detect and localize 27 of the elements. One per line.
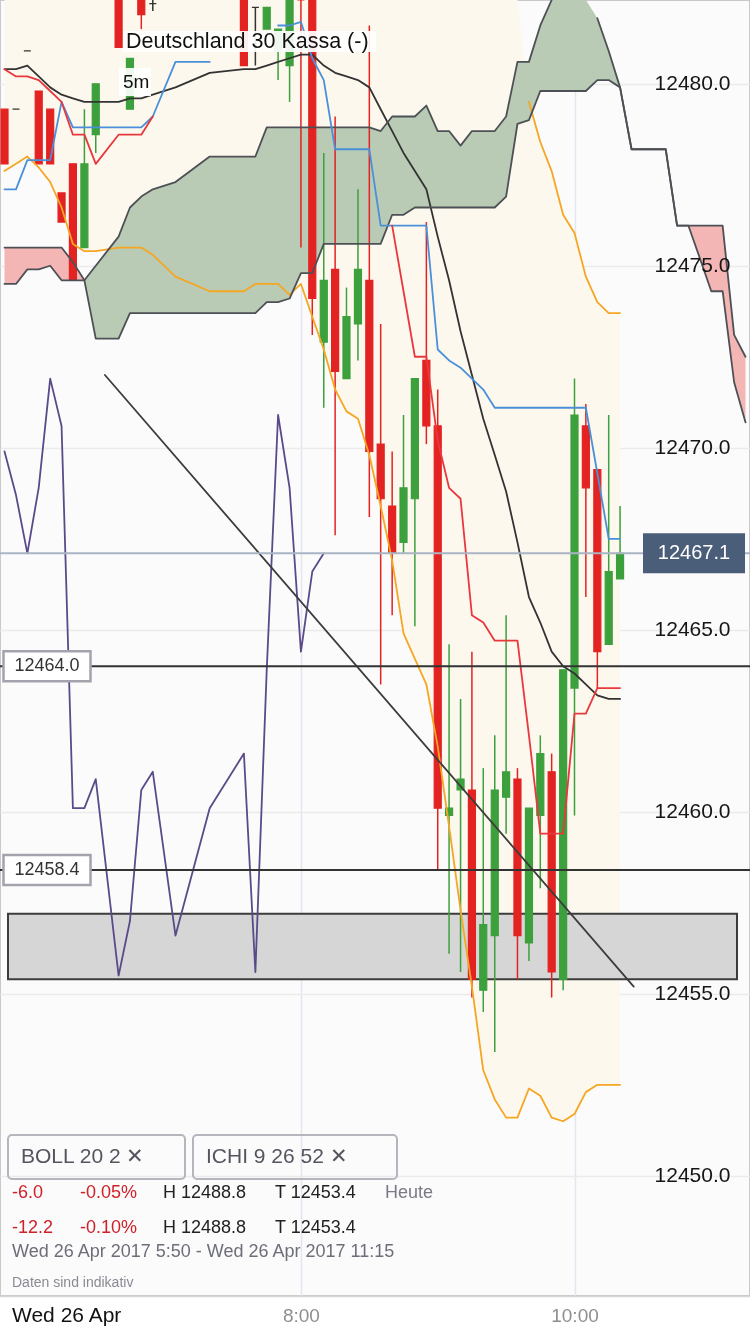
annotation: H 12488.8	[163, 1182, 247, 1202]
annotation: -0.05%	[80, 1182, 138, 1202]
text: 5m	[123, 71, 150, 92]
ref-line-label: 12467.1	[657, 541, 731, 564]
annotation: -6.0	[12, 1182, 44, 1202]
text: Deutschland 30 Kassa (-)	[126, 29, 369, 53]
y-tick-label: 12465.0	[654, 617, 731, 641]
annotation: T 12453.4	[275, 1182, 356, 1202]
ref-line-label: 12458.4	[14, 859, 80, 880]
annotation: T 12453.4	[275, 1217, 356, 1237]
annotation: Daten sind indikativ	[12, 1274, 134, 1290]
x-tick-label: 10:00	[551, 1304, 599, 1326]
annotation: -0.10%	[80, 1217, 138, 1237]
y-tick-label: 12480.0	[654, 71, 731, 95]
y-tick-label: 12455.0	[654, 981, 731, 1005]
y-tick-label: 12450.0	[654, 1163, 731, 1187]
annotation: -12.2	[12, 1217, 54, 1237]
annotation: H 12488.8	[163, 1217, 247, 1237]
annotation: Heute	[385, 1182, 434, 1202]
y-tick-label: 12470.0	[654, 435, 731, 459]
x-tick-label: 8:00	[282, 1304, 320, 1326]
y-tick-label: 12460.0	[654, 799, 731, 823]
annotation: Wed 26 Apr 2017 5:50 - Wed 26 Apr 2017 11:15	[12, 1241, 395, 1261]
text: Wed 26 Apr	[12, 1303, 122, 1326]
annotation: ICHI 9 26 52 ✕	[206, 1144, 348, 1167]
ref-line-label: 12464.0	[14, 655, 80, 676]
annotation: BOLL 20 2 ✕	[21, 1144, 145, 1167]
